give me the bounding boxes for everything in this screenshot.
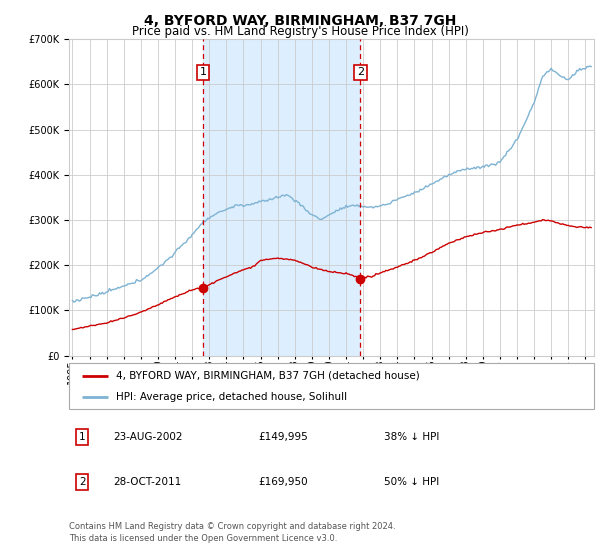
Text: 2: 2: [79, 477, 85, 487]
Text: HPI: Average price, detached house, Solihull: HPI: Average price, detached house, Soli…: [116, 392, 347, 402]
Text: 4, BYFORD WAY, BIRMINGHAM, B37 7GH: 4, BYFORD WAY, BIRMINGHAM, B37 7GH: [144, 14, 456, 28]
Text: 23-AUG-2002: 23-AUG-2002: [113, 432, 183, 442]
Text: Price paid vs. HM Land Registry's House Price Index (HPI): Price paid vs. HM Land Registry's House …: [131, 25, 469, 38]
Text: Contains HM Land Registry data © Crown copyright and database right 2024.: Contains HM Land Registry data © Crown c…: [69, 522, 395, 531]
Text: £169,950: £169,950: [258, 477, 308, 487]
Text: £149,995: £149,995: [258, 432, 308, 442]
Text: 28-OCT-2011: 28-OCT-2011: [113, 477, 182, 487]
Text: This data is licensed under the Open Government Licence v3.0.: This data is licensed under the Open Gov…: [69, 534, 337, 543]
Text: 50% ↓ HPI: 50% ↓ HPI: [384, 477, 439, 487]
Text: 38% ↓ HPI: 38% ↓ HPI: [384, 432, 439, 442]
Text: 4, BYFORD WAY, BIRMINGHAM, B37 7GH (detached house): 4, BYFORD WAY, BIRMINGHAM, B37 7GH (deta…: [116, 371, 420, 381]
Text: 1: 1: [79, 432, 85, 442]
Bar: [203, 39, 360, 356]
FancyBboxPatch shape: [69, 363, 594, 409]
Text: 1: 1: [200, 67, 206, 77]
Text: 2: 2: [356, 67, 364, 77]
